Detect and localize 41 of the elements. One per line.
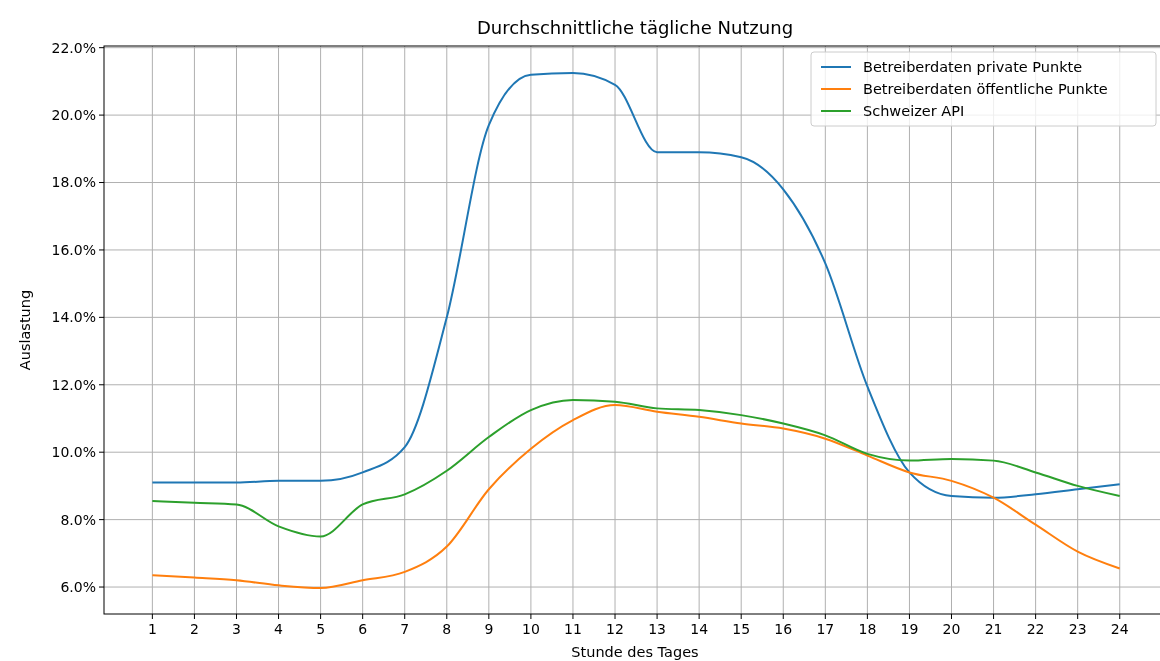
y-tick-label: 20.0%: [51, 107, 96, 123]
x-tick-label: 1: [147, 621, 157, 637]
x-tick-label: 6: [358, 621, 368, 637]
y-tick-label: 14.0%: [51, 309, 96, 326]
x-tick-label: 12: [606, 621, 624, 637]
legend-label: Betreiberdaten private Punkte: [863, 59, 1083, 76]
y-tick-label: 12.0%: [51, 376, 96, 393]
x-axis-title: Stunde des Tages: [571, 644, 699, 660]
x-tick-label: 7: [400, 621, 410, 637]
x-tick-label: 18: [858, 621, 877, 637]
x-tick-label: 3: [232, 621, 241, 637]
x-tick-label: 8: [442, 621, 452, 637]
x-tick-label: 10: [521, 621, 540, 637]
x-tick-label: 9: [484, 621, 494, 637]
y-tick-label: 18.0%: [51, 174, 96, 191]
y-tick-label: 8.0%: [60, 511, 96, 528]
y-tick-label: 6.0%: [60, 578, 96, 595]
x-tick-label: 16: [774, 621, 793, 637]
x-tick-label: 19: [900, 621, 919, 637]
y-axis-title: Auslastung: [17, 289, 33, 371]
x-tick-label: 2: [189, 621, 199, 637]
x-tick-label: 5: [316, 621, 326, 637]
x-tick-label: 15: [732, 621, 751, 637]
x-tick-label: 14: [690, 621, 709, 637]
x-tick-label: 11: [564, 621, 582, 637]
y-tick-label: 16.0%: [51, 241, 96, 258]
y-tick-label: 10.0%: [51, 444, 96, 461]
x-tick-label: 17: [816, 621, 835, 637]
x-tick-label: 24: [1110, 621, 1129, 637]
chart-title: Durchschnittliche tägliche Nutzung: [476, 17, 794, 38]
x-tick-label: 20: [942, 621, 961, 637]
x-tick-label: 23: [1068, 621, 1087, 637]
line-series: [151, 404, 1121, 590]
x-tick-label: 22: [1026, 621, 1045, 637]
legend-label: Betreiberdaten öffentliche Punkte: [863, 81, 1108, 98]
legend-label: Schweizer API: [863, 103, 965, 120]
x-tick-label: 4: [274, 621, 284, 637]
line-series: [151, 398, 1121, 538]
x-tick-label: 13: [648, 621, 666, 637]
y-tick-label: 22.0%: [51, 39, 96, 56]
x-tick-label: 21: [984, 621, 1003, 637]
